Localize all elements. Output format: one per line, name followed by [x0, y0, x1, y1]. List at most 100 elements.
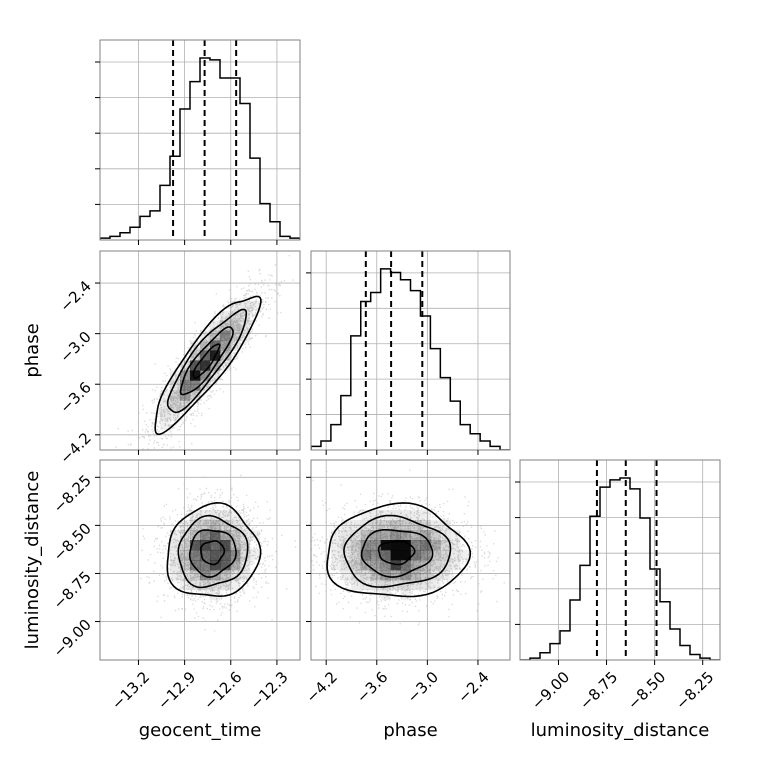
- density-cell: [440, 550, 451, 561]
- x-tick-label-geocent_time: −12.3: [246, 668, 291, 713]
- density-cell: [170, 400, 181, 411]
- density-cell: [400, 550, 411, 561]
- density-cell: [210, 320, 221, 331]
- density-cell: [400, 560, 411, 571]
- density-cell: [360, 550, 371, 561]
- density-cell: [180, 550, 191, 561]
- density-cell: [230, 580, 241, 591]
- density-cell: [350, 580, 362, 591]
- contour-3: [326, 502, 471, 598]
- density-cell: [200, 530, 211, 541]
- density-cell: [340, 520, 352, 531]
- density-cell: [340, 540, 352, 551]
- x-tick-label-phase: −3.0: [404, 668, 442, 706]
- density-cell: [420, 570, 431, 581]
- panel-frame: [310, 459, 511, 661]
- density-cell: [220, 330, 231, 341]
- density-cell: [410, 550, 421, 561]
- contour-2: [343, 514, 452, 588]
- density-cell: [190, 360, 201, 371]
- y-axis-label-luminosity_distance: luminosity_distance: [22, 471, 43, 650]
- density-cell: [220, 550, 231, 561]
- density-cell: [350, 520, 362, 531]
- density-cell: [200, 370, 211, 381]
- panel-phase-geocent_time: [100, 251, 300, 450]
- density-cell: [180, 390, 191, 401]
- density-cell: [200, 510, 211, 521]
- density-cell: [180, 560, 191, 571]
- density-cell: [210, 370, 221, 381]
- density-cell: [400, 590, 411, 601]
- density-cell: [190, 540, 201, 551]
- density-cell: [430, 540, 441, 551]
- contour-3: [154, 295, 262, 436]
- density-cell: [160, 420, 171, 431]
- density-cell: [420, 510, 431, 521]
- density-cell: [360, 570, 371, 581]
- density-cell: [430, 550, 441, 561]
- density-cell: [210, 510, 221, 521]
- x-tick-label-luminosity_distance: −8.50: [624, 668, 669, 713]
- density-cell: [200, 560, 211, 571]
- density-cell: [210, 560, 221, 571]
- density-cell: [410, 510, 421, 521]
- density-cell: [220, 540, 231, 551]
- density-cell: [240, 300, 251, 311]
- density-cell: [410, 580, 421, 591]
- density-cell: [440, 540, 451, 551]
- density-cell: [360, 540, 371, 551]
- density-cell: [220, 310, 231, 321]
- density-cell: [390, 520, 401, 531]
- panel-frame: [99, 39, 301, 241]
- density-cell: [180, 540, 191, 551]
- density-cell: [230, 330, 241, 341]
- panel-phase-phase: [311, 251, 510, 450]
- density-cell: [180, 520, 191, 531]
- density-cell: [370, 560, 381, 571]
- panel-frame: [519, 459, 721, 661]
- density-cell: [440, 570, 451, 581]
- density-cell: [380, 580, 391, 591]
- density-cell: [430, 530, 441, 541]
- density-cell: [200, 540, 211, 551]
- x-tick-label-geocent_time: −12.6: [200, 668, 245, 713]
- density-cell: [410, 530, 421, 541]
- density-cell: [420, 530, 431, 541]
- density-cell: [250, 550, 261, 561]
- density-cell: [220, 360, 231, 371]
- density-cell: [420, 520, 431, 531]
- density-cell: [370, 530, 381, 541]
- histogram-phase: [311, 268, 510, 450]
- density-cell: [390, 550, 401, 561]
- density-cell: [390, 530, 401, 541]
- density-cell: [190, 510, 201, 521]
- x-tick-label-phase: −2.4: [454, 668, 492, 706]
- contour-1: [188, 529, 237, 578]
- density-cell: [180, 380, 191, 391]
- density-cell: [230, 560, 241, 571]
- density-cell: [200, 340, 211, 351]
- density-cell: [410, 540, 421, 551]
- density-cell: [160, 410, 171, 421]
- density-cell: [160, 400, 171, 411]
- density-cell: [350, 570, 362, 581]
- density-cell: [360, 520, 371, 531]
- density-cell: [230, 520, 241, 531]
- density-cell: [210, 550, 221, 561]
- x-tick-label-geocent_time: −12.9: [154, 668, 199, 713]
- density-cell: [170, 570, 181, 581]
- density-cell: [180, 580, 191, 591]
- panel-luminosity_distance-luminosity_distance: [520, 460, 720, 660]
- density-cell: [170, 370, 181, 381]
- density-cell: [400, 540, 411, 551]
- x-axis-label-luminosity_distance: luminosity_distance: [531, 720, 710, 741]
- density-cell: [340, 560, 352, 571]
- density-cell: [420, 540, 431, 551]
- y-tick-label-luminosity_distance: −8.25: [50, 471, 95, 516]
- density-cell: [370, 570, 381, 581]
- panel-luminosity_distance-geocent_time: [100, 460, 300, 660]
- density-cell: [360, 510, 371, 521]
- density-cell: [410, 560, 421, 571]
- x-tick-label-phase: −4.2: [302, 668, 340, 706]
- y-tick-label-phase: −3.0: [56, 328, 94, 366]
